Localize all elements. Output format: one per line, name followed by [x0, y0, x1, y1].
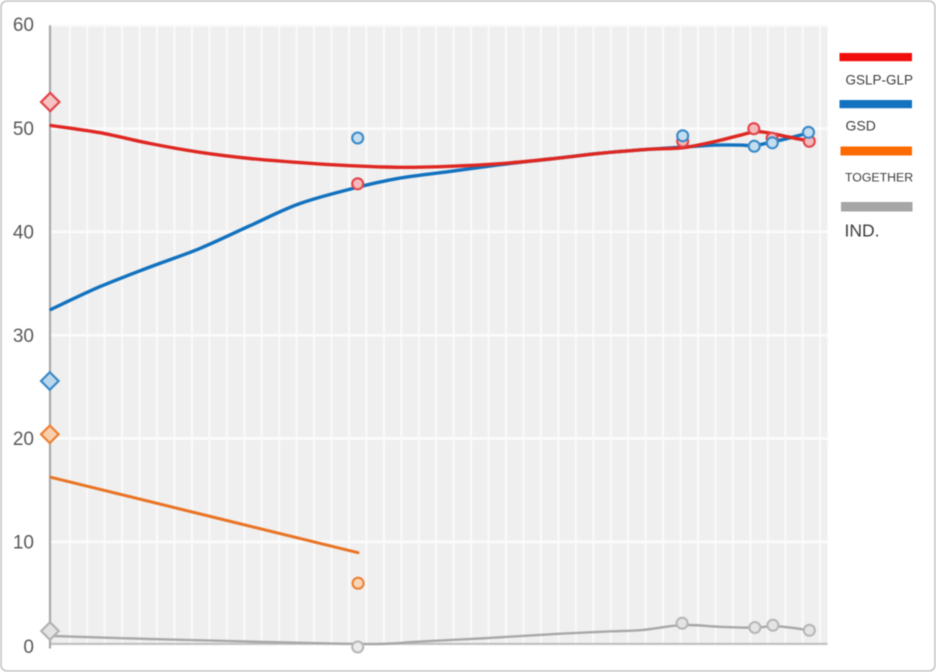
svg-text:GSD: GSD [846, 118, 876, 134]
svg-text:20: 20 [13, 429, 34, 450]
svg-text:IND.: IND. [845, 220, 880, 240]
svg-text:50: 50 [13, 119, 34, 140]
svg-text:TOGETHER: TOGETHER [845, 171, 913, 185]
svg-text:0: 0 [23, 637, 34, 658]
svg-text:GSLP-GLP: GSLP-GLP [846, 73, 914, 88]
svg-text:10: 10 [13, 532, 34, 553]
svg-text:30: 30 [13, 326, 34, 347]
svg-text:40: 40 [13, 222, 34, 243]
svg-text:60: 60 [13, 15, 34, 36]
